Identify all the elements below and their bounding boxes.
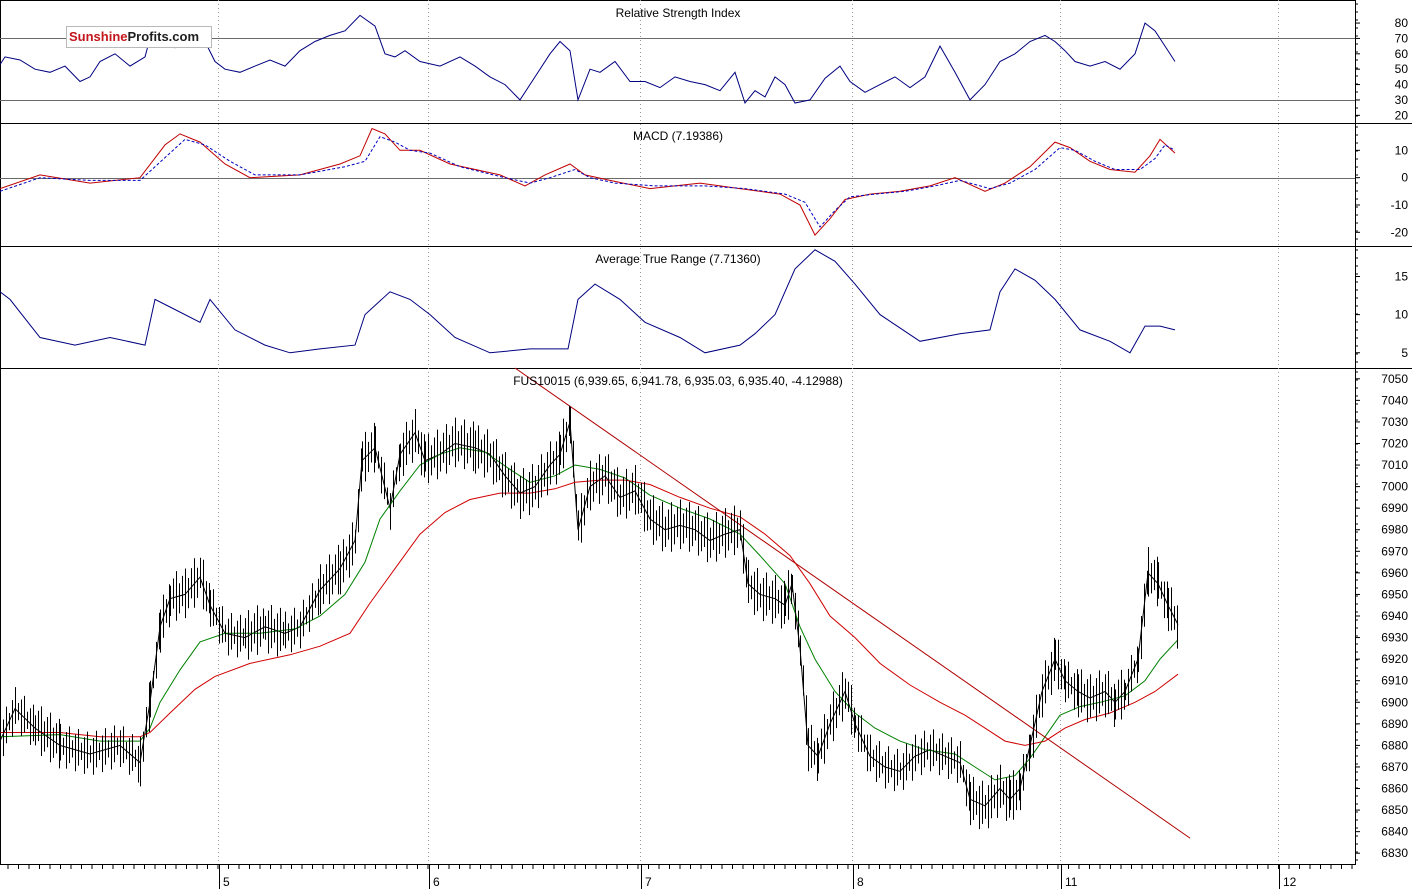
y-tick-label: 0 xyxy=(1401,171,1408,185)
y-tick-label: 6890 xyxy=(1381,717,1408,731)
y-tick-label: -10 xyxy=(1391,198,1409,212)
y-tick-label: 6930 xyxy=(1381,631,1408,645)
y-tick-label: 6940 xyxy=(1381,609,1408,623)
y-tick-label: 15 xyxy=(1395,270,1409,284)
y-tick-label: 60 xyxy=(1395,47,1409,61)
y-tick-label: 6900 xyxy=(1381,695,1408,709)
y-tick-label: 7050 xyxy=(1381,372,1408,386)
price-series-1 xyxy=(0,447,1179,781)
y-tick-label: 7030 xyxy=(1381,415,1408,429)
y-tick-label: 7040 xyxy=(1381,393,1408,407)
price-series-3 xyxy=(514,367,1191,839)
y-tick-label: 6920 xyxy=(1381,652,1408,666)
macd-panel xyxy=(0,127,1355,236)
y-tick-label: 7000 xyxy=(1381,480,1408,494)
y-tick-label: 10 xyxy=(1395,308,1409,322)
atr-title: Average True Range (7.71360) xyxy=(595,252,760,266)
y-tick-label: 30 xyxy=(1395,93,1409,107)
y-tick-label: 6880 xyxy=(1381,738,1408,752)
atr-series-0 xyxy=(0,249,1176,354)
price-panel xyxy=(0,367,1191,839)
y-tick-label: 6850 xyxy=(1381,803,1408,817)
price-title: FUS10015 (6,939.65, 6,941.78, 6,935.03, … xyxy=(513,374,843,388)
y-tick-label: 6950 xyxy=(1381,587,1408,601)
macd-series-0 xyxy=(0,127,1176,236)
y-tick-label: 10 xyxy=(1395,143,1409,157)
y-tick-label: 70 xyxy=(1395,31,1409,45)
x-tick-label: 7 xyxy=(645,875,652,889)
y-tick-label: 5 xyxy=(1401,346,1408,360)
y-tick-label: 6970 xyxy=(1381,544,1408,558)
rsi-title: Relative Strength Index xyxy=(616,6,741,20)
y-tick-label: 80 xyxy=(1395,16,1409,30)
atr-panel xyxy=(0,249,1176,354)
plot-frame xyxy=(0,0,1356,865)
y-tick-label: 6960 xyxy=(1381,566,1408,580)
y-tick-label: 6840 xyxy=(1381,825,1408,839)
macd-series-1 xyxy=(0,136,1176,228)
logo-part-2: Profits.com xyxy=(127,29,200,44)
y-tick-label: 6860 xyxy=(1381,782,1408,796)
x-tick-label: 11 xyxy=(1065,875,1078,889)
price-series-2 xyxy=(0,479,1179,746)
y-tick-label: 40 xyxy=(1395,78,1409,92)
y-tick-label: 7010 xyxy=(1381,458,1408,472)
x-axis: 5 6 7 8 11 12 xyxy=(7,864,1353,889)
x-tick-label: 8 xyxy=(857,875,864,889)
y-tick-label: 50 xyxy=(1395,62,1409,76)
x-tick-label: 6 xyxy=(433,875,440,889)
y-tick-label: 6870 xyxy=(1381,760,1408,774)
y-tick-label: 6990 xyxy=(1381,501,1408,515)
y-tick-label: 20 xyxy=(1395,108,1409,122)
sunshine-profits-logo[interactable]: SunshineProfits.com xyxy=(66,26,212,48)
x-tick-label: 5 xyxy=(223,875,230,889)
y-tick-label: 6980 xyxy=(1381,523,1408,537)
y-tick-label: -20 xyxy=(1391,225,1409,239)
panel-titles: Relative Strength Index MACD (7.19386) Ave… xyxy=(513,6,843,388)
macd-title: MACD (7.19386) xyxy=(633,129,723,143)
logo-part-1: Sunshine xyxy=(69,29,128,44)
y-tick-label: 6910 xyxy=(1381,674,1408,688)
x-tick-label: 12 xyxy=(1283,875,1297,889)
grid xyxy=(0,0,1412,865)
y-tick-label: 7020 xyxy=(1381,436,1408,450)
y-tick-label: 6830 xyxy=(1381,846,1408,860)
